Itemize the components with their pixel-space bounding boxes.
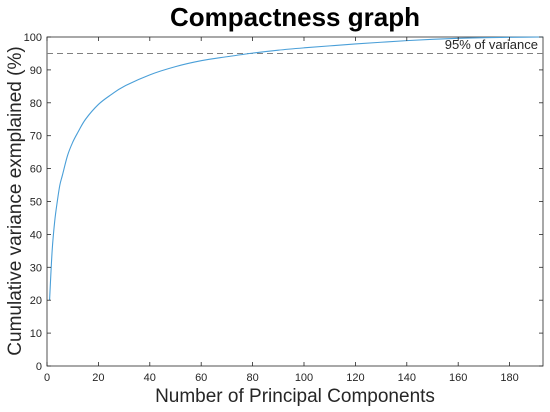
y-tick-label: 0 bbox=[36, 361, 42, 373]
series-group bbox=[49, 36, 544, 301]
y-axis-label: Cumulative variance exmplained (%) bbox=[5, 46, 26, 355]
reference-line-label: 95% of variance bbox=[445, 37, 538, 52]
x-tick-label: 140 bbox=[398, 372, 416, 384]
y-tick-label: 20 bbox=[30, 295, 42, 307]
x-axis-ticks: 0 20 40 60 80 100 120 140 160 180 bbox=[44, 37, 519, 384]
plot-area bbox=[46, 36, 544, 367]
chart-title: Compactness graph bbox=[170, 2, 420, 32]
y-tick-label: 10 bbox=[30, 328, 42, 340]
y-tick-label: 100 bbox=[24, 32, 42, 44]
series-line-0 bbox=[49, 36, 544, 301]
x-tick-label: 160 bbox=[449, 372, 467, 384]
y-tick-label: 70 bbox=[30, 131, 42, 143]
y-tick-label: 40 bbox=[30, 229, 42, 241]
x-tick-label: 40 bbox=[144, 372, 156, 384]
x-tick-label: 20 bbox=[92, 372, 104, 384]
x-axis-label: Number of Principal Components bbox=[155, 386, 435, 407]
x-tick-label: 180 bbox=[500, 372, 518, 384]
y-tick-label: 50 bbox=[30, 197, 42, 209]
y-tick-label: 60 bbox=[30, 164, 42, 176]
y-tick-label: 30 bbox=[30, 262, 42, 274]
x-tick-label: 100 bbox=[295, 372, 313, 384]
x-tick-label: 120 bbox=[346, 372, 364, 384]
x-tick-label: 80 bbox=[246, 372, 258, 384]
y-tick-label: 80 bbox=[30, 98, 42, 110]
x-tick-label: 60 bbox=[195, 372, 207, 384]
y-tick-label: 90 bbox=[30, 65, 42, 77]
y-axis-ticks: 0 10 20 30 40 50 60 70 80 90 100 bbox=[24, 32, 543, 373]
x-tick-label: 0 bbox=[44, 372, 50, 384]
